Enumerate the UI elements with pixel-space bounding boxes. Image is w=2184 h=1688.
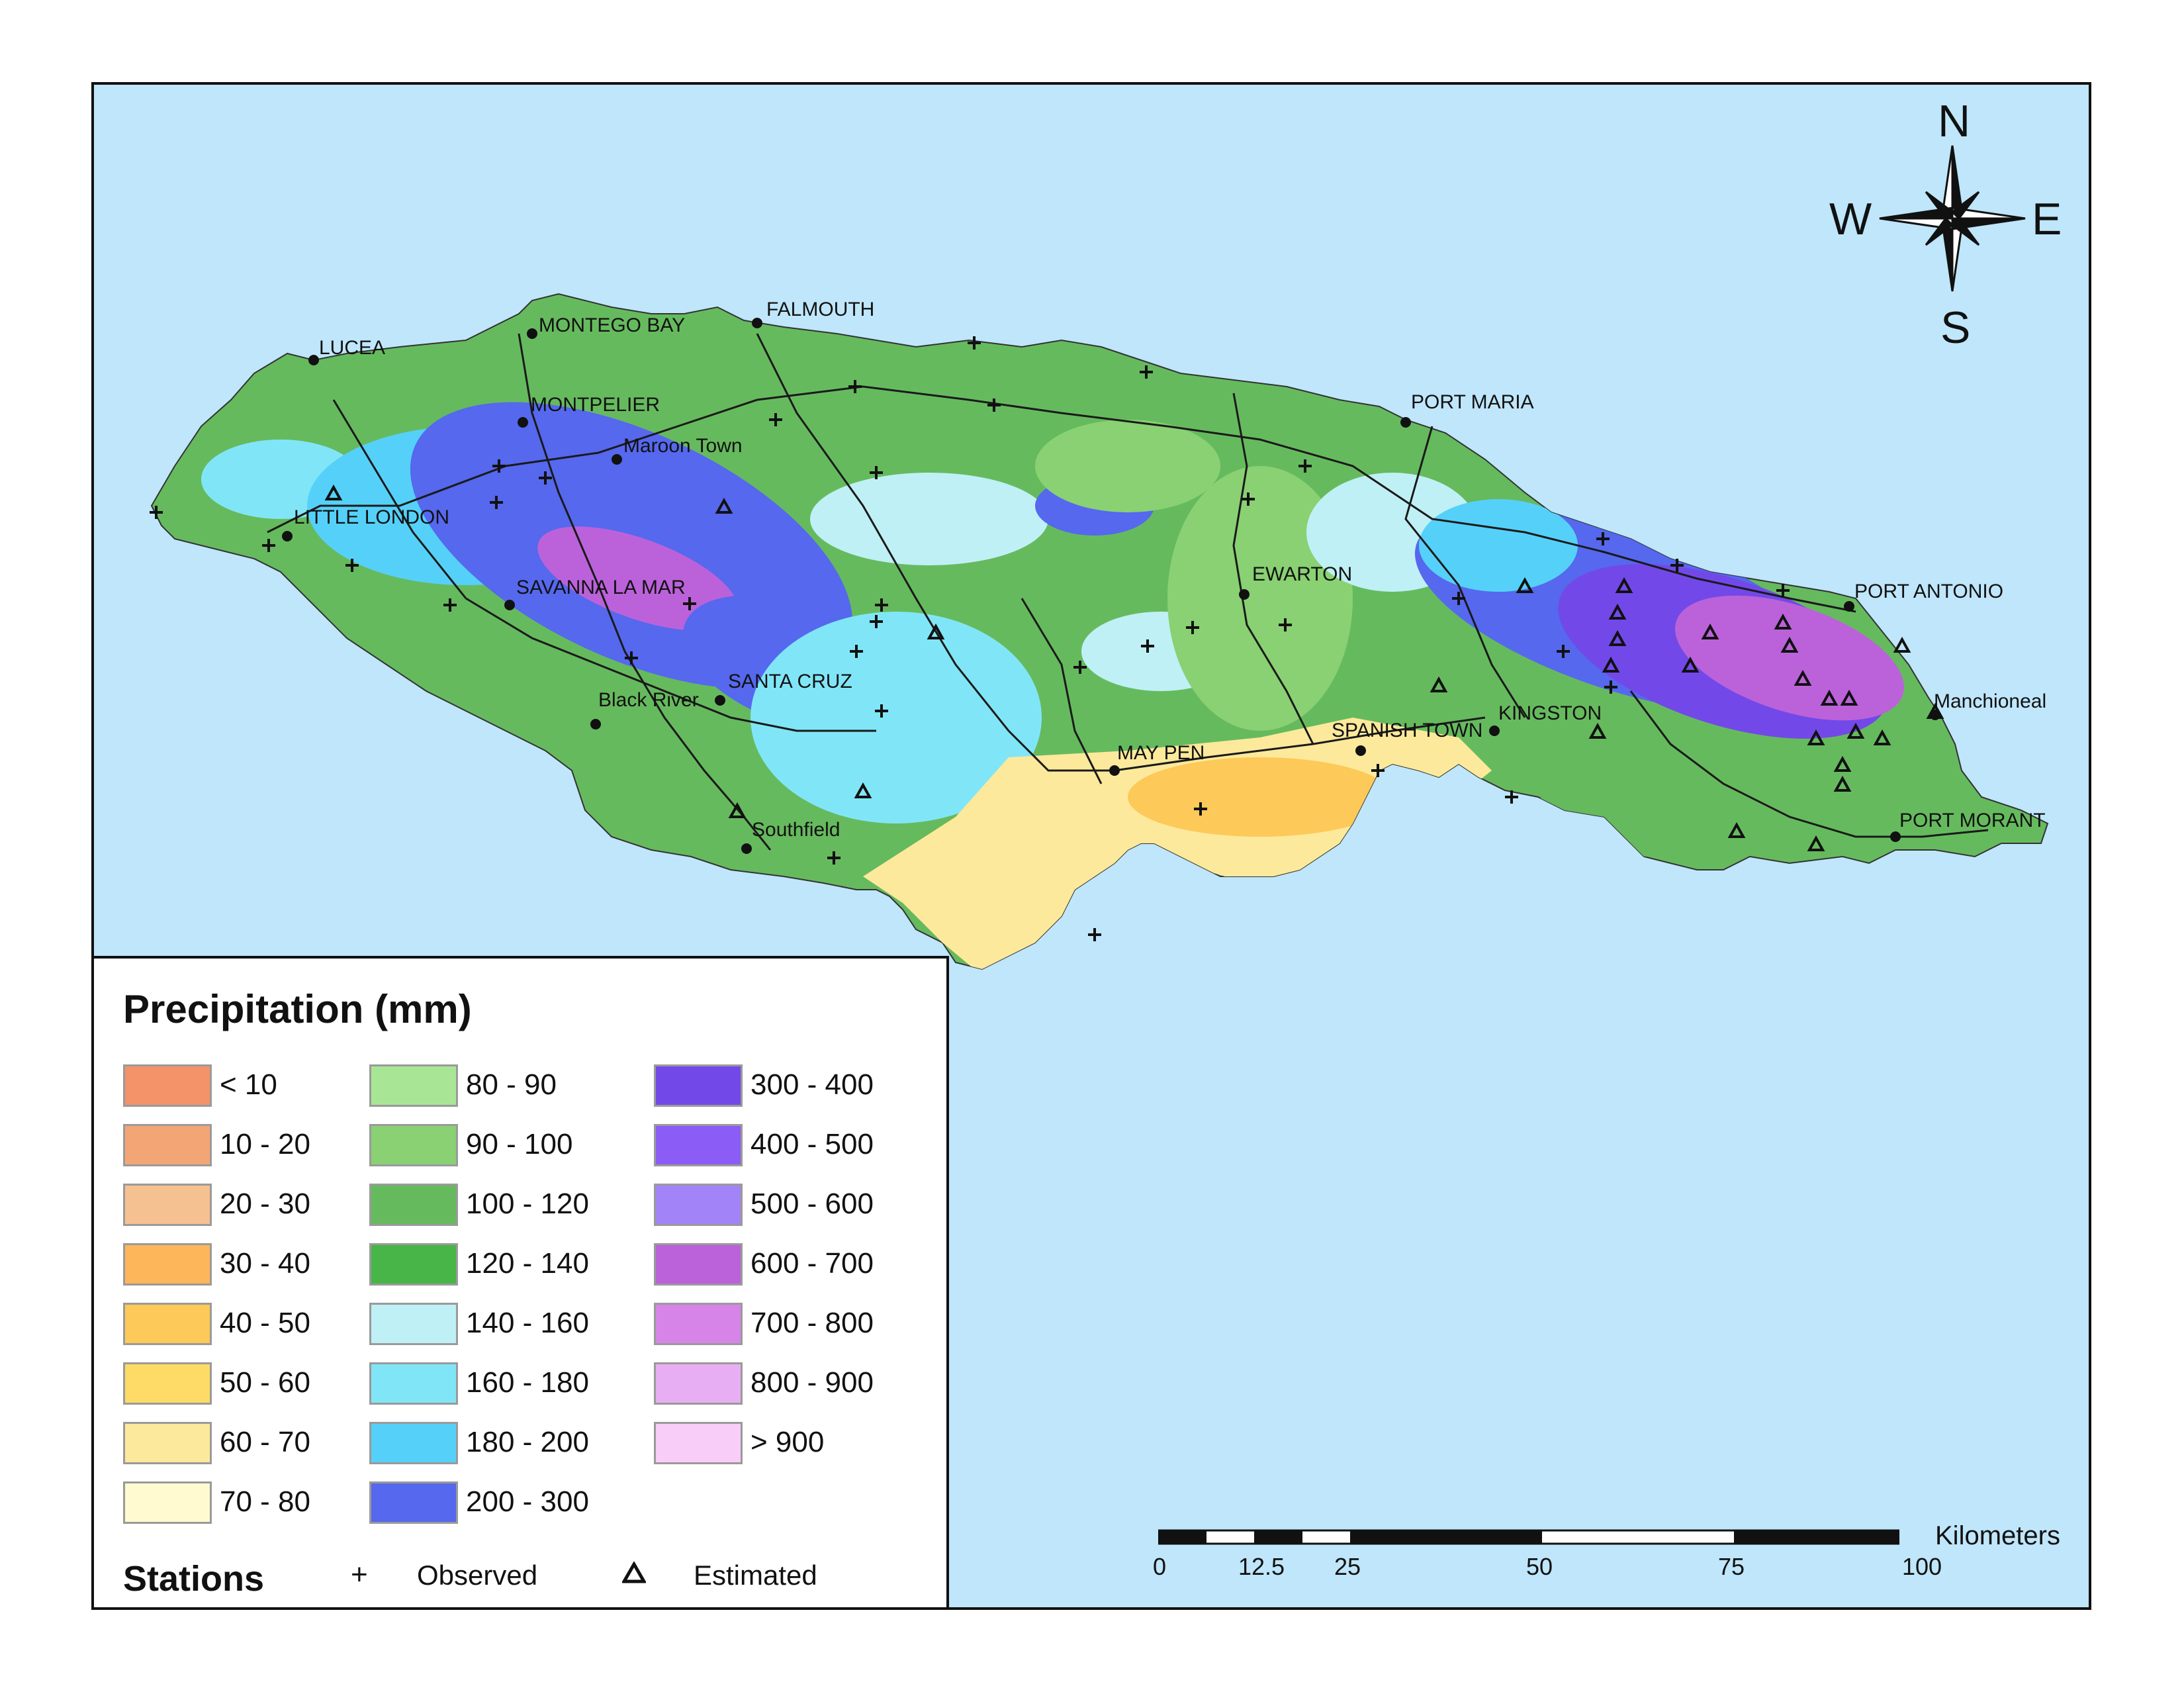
place-savanna-la-mar: SAVANNA LA MAR [516, 577, 686, 598]
place-maroon-town: Maroon Town [623, 435, 743, 457]
legend-label: 140 - 160 [466, 1307, 589, 1339]
legend-label: 70 - 80 [220, 1485, 310, 1518]
place-montpelier: MONTPELIER [531, 394, 660, 416]
scale-tick-label: 100 [1902, 1553, 1942, 1580]
legend-swatch [123, 1124, 212, 1166]
legend-swatch [123, 1303, 212, 1345]
legend-swatch [654, 1243, 743, 1286]
place-montego-bay: MONTEGO BAY [539, 314, 686, 336]
place-ewarton: EWARTON [1252, 563, 1353, 585]
legend-swatch [123, 1064, 212, 1107]
legend-swatch [123, 1362, 212, 1405]
place-santa-cruz: SANTA CRUZ [728, 671, 852, 692]
scale-bar-graphic [1157, 1529, 1927, 1545]
town-dots [282, 318, 1940, 854]
legend-label: 40 - 50 [220, 1307, 310, 1339]
legend-swatch [369, 1362, 458, 1405]
compass-s: S [1940, 303, 1971, 353]
legend-swatch [369, 1064, 458, 1107]
legend-label: < 10 [220, 1068, 277, 1101]
place-little-london: LITTLE LONDON [294, 506, 450, 528]
legend-label: 50 - 60 [220, 1366, 310, 1399]
observed-icon: + [351, 1558, 368, 1591]
legend-label: 100 - 120 [466, 1188, 589, 1220]
legend-label: 90 - 100 [466, 1128, 573, 1160]
legend-swatch [369, 1303, 458, 1345]
legend-swatch [369, 1124, 458, 1166]
legend-swatch [654, 1064, 743, 1107]
legend-swatch [369, 1422, 458, 1464]
place-port-antonio: PORT ANTONIO [1854, 581, 2004, 602]
legend-label: > 900 [751, 1426, 825, 1458]
legend-label: 160 - 180 [466, 1366, 589, 1399]
legend-label: 10 - 20 [220, 1128, 310, 1160]
legend-swatch [123, 1243, 212, 1286]
legend-label: 60 - 70 [220, 1426, 310, 1458]
compass-w: W [1829, 194, 1872, 244]
legend-label: 180 - 200 [466, 1426, 589, 1458]
legend-swatch [369, 1184, 458, 1226]
place-lucea: LUCEA [319, 337, 386, 359]
legend-label: 120 - 140 [466, 1247, 589, 1280]
legend-swatch [654, 1362, 743, 1405]
legend-label: 600 - 700 [751, 1247, 874, 1280]
legend-swatch [654, 1124, 743, 1166]
place-black-river: Black River [598, 689, 699, 711]
legend-swatch [123, 1481, 212, 1524]
compass-e: E [2032, 194, 2062, 244]
legend-swatch [369, 1243, 458, 1286]
place-kingston: KINGSTON [1498, 702, 1602, 724]
place-port-maria: PORT MARIA [1411, 391, 1534, 413]
legend-swatch [654, 1303, 743, 1345]
scale-tick-label: 75 [1718, 1553, 1745, 1580]
legend-label: 80 - 90 [466, 1068, 557, 1101]
legend-label: 400 - 500 [751, 1128, 874, 1160]
legend-swatch [654, 1422, 743, 1464]
legend-swatch [123, 1422, 212, 1464]
place-may-pen: MAY PEN [1117, 742, 1205, 764]
legend-title: Precipitation (mm) [123, 987, 472, 1031]
observed-label: Observed [417, 1560, 538, 1591]
roads [267, 333, 1989, 851]
legend-label: 800 - 900 [751, 1366, 874, 1399]
legend-label: 300 - 400 [751, 1068, 874, 1101]
compass-n: N [1938, 96, 1971, 146]
legend-label: 200 - 300 [466, 1485, 589, 1518]
legend-label: 700 - 800 [751, 1307, 874, 1339]
precipitation-zones [201, 402, 1904, 969]
estimated-label: Estimated [694, 1560, 817, 1591]
compass-rose-icon [1879, 145, 2026, 292]
stations-label: Stations [123, 1559, 265, 1599]
legend-swatch [123, 1184, 212, 1226]
place-falmouth: FALMOUTH [766, 299, 875, 320]
place-manchioneal: Manchioneal [1934, 690, 2047, 712]
legend-swatch [654, 1184, 743, 1226]
legend: Precipitation (mm) < 10 10 - 20 20 - 30 30 … [91, 956, 949, 1610]
legend-label: 20 - 30 [220, 1188, 310, 1220]
legend-swatch [369, 1481, 458, 1524]
scale-tick-label: 25 [1334, 1553, 1361, 1580]
scale-unit: Kilometers [1935, 1521, 2060, 1550]
north-arrow: N S W E [1829, 96, 2071, 353]
scale-tick-label: 50 [1526, 1553, 1553, 1580]
place-spanish-town: SPANISH TOWN [1332, 720, 1483, 741]
legend-label: 500 - 600 [751, 1188, 874, 1220]
map-canvas [150, 293, 2049, 970]
scale-tick-label: 12.5 [1238, 1553, 1285, 1580]
place-southfield: Southfield [752, 819, 841, 841]
scale-bar: Kilometers 0 12.5 25 50 75 100 [1153, 1521, 2060, 1580]
place-port-morant: PORT MORANT [1899, 810, 2046, 831]
estimated-icon [621, 1560, 647, 1591]
legend-label: 30 - 40 [220, 1247, 310, 1280]
scale-tick-label: 0 [1153, 1553, 1167, 1580]
